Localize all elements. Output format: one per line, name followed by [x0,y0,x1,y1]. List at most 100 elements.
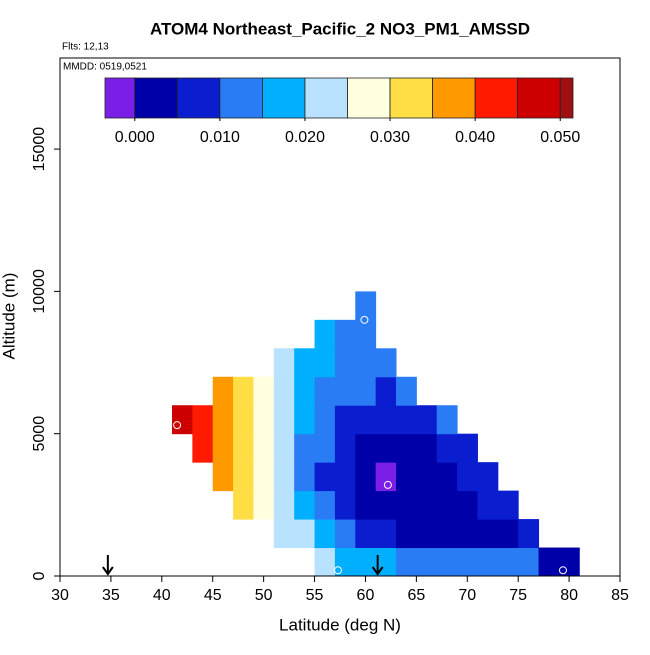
arrow-head [102,566,114,576]
heat-cell [314,462,336,492]
sample-point [333,566,342,575]
heat-cell [334,547,356,577]
heat-cell [355,291,377,321]
heat-cell [334,490,356,520]
heat-cell [396,433,417,463]
heat-cell [457,519,478,549]
x-tick-label: 70 [458,587,476,604]
heat-cell [436,405,458,435]
heat-cell [355,405,377,435]
heat-cell [253,376,275,406]
heat-cell [396,547,417,577]
heat-cell [457,433,478,463]
heat-cell [416,519,438,549]
x-tick-label: 75 [509,587,527,604]
colorbar-segment [134,77,178,119]
y-tick-label: 5000 [31,416,48,452]
y-tick-label: 10000 [31,269,48,314]
heat-cell [375,519,397,549]
x-tick-label: 50 [255,587,273,604]
heat-cell [192,405,214,435]
heat-cell [416,490,438,520]
heat-cell [477,490,499,520]
heat-cell [253,433,275,463]
heat-cell [334,348,356,378]
sample-point [360,315,369,324]
colorbar-tick-label: 0.040 [455,129,495,146]
heat-cell [416,433,438,463]
heat-cell [273,405,295,435]
heat-cell [314,376,336,406]
heat-cell [233,462,254,492]
heat-cell [355,519,377,549]
heat-cell [375,462,397,492]
heat-cell [334,433,356,463]
heat-cell [477,519,499,549]
heat-cell [253,405,275,435]
heat-cell [294,405,316,435]
heat-cell [334,405,356,435]
heat-cell [334,462,356,492]
heat-cell [294,519,316,549]
heat-cell [457,490,478,520]
heat-cell [273,433,295,463]
heat-cell [416,405,438,435]
heat-cell [212,376,234,406]
annotation: MMDD: 0519,0521 [63,62,147,73]
heat-cell [436,547,458,577]
y-tick-label: 0 [31,571,48,580]
colorbar-segment [176,77,221,119]
heat-cell [436,490,458,520]
heat-cell [518,519,540,549]
heat-cell [375,376,397,406]
colorbar-segment [432,77,476,119]
x-tick-label: 55 [306,587,324,604]
heat-cell [497,490,519,520]
heat-cell [314,490,336,520]
colorbar-segment [389,77,433,119]
heat-cell [457,547,478,577]
heat-cell [375,433,397,463]
colorbar-segment [474,77,519,119]
heat-cell [355,462,377,492]
heat-cell [334,319,356,349]
y-tick-label: 15000 [31,127,48,172]
heat-cell [416,547,438,577]
heat-cell [355,348,377,378]
heat-cell [253,462,275,492]
colorbar-segment [262,77,306,119]
heat-cell [396,462,417,492]
heat-cell [436,433,458,463]
heat-cell [457,462,478,492]
colorbar-tick-label: 0.050 [540,129,580,146]
heat-cell [334,376,356,406]
heat-cell [212,433,234,463]
colorbar-tick-label: 0.000 [115,129,155,146]
heat-cell [477,462,499,492]
heat-cell [375,490,397,520]
x-tick-label: 35 [102,587,120,604]
x-tick-label: 80 [560,587,578,604]
colorbar-segment [559,77,574,119]
heat-cell [273,348,295,378]
heat-cell [233,433,254,463]
heat-cell [273,376,295,406]
heat-cell [355,376,377,406]
heat-cell [314,519,336,549]
colorbar-tick-label: 0.020 [285,129,325,146]
x-tick-label: 85 [611,587,629,604]
chart-title: ATOM4 Northeast_Pacific_2 NO3_PM1_AMSSD [150,19,530,38]
colorbar-segment [219,77,263,119]
heat-cell [314,547,336,577]
heat-cell [355,490,377,520]
heat-cell [273,519,295,549]
colorbar-segment [104,77,136,119]
heat-cell [314,348,336,378]
heat-cell [558,547,580,577]
heat-cell [436,462,458,492]
heat-cell [294,376,316,406]
heat-cell [477,547,499,577]
plot-frame [59,57,621,577]
heat-cell [294,490,316,520]
